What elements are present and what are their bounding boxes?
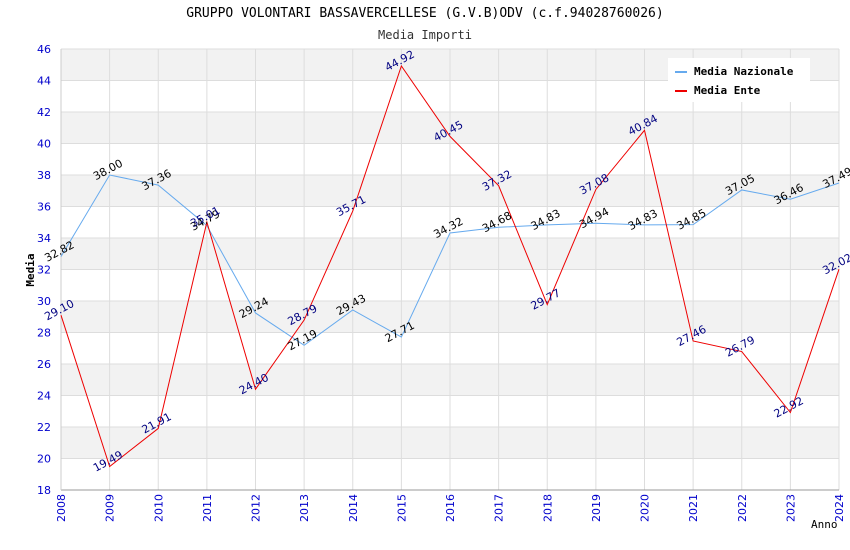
y-tick-label: 20 bbox=[37, 453, 51, 466]
x-tick-label: 2013 bbox=[298, 494, 311, 522]
x-tick-label: 2010 bbox=[152, 494, 165, 522]
series-line-nazionale bbox=[60, 174, 840, 346]
y-tick-label: 22 bbox=[37, 421, 51, 434]
x-tick-label: 2023 bbox=[784, 494, 797, 522]
y-tick-label: 30 bbox=[37, 295, 51, 308]
x-tick-label: 2019 bbox=[590, 494, 603, 522]
x-tick-label: 2020 bbox=[639, 494, 652, 522]
x-tick-label: 2008 bbox=[55, 494, 68, 522]
y-tick-label: 40 bbox=[37, 138, 51, 151]
x-tick-label: 2012 bbox=[250, 494, 263, 522]
series-line-ente bbox=[60, 64, 840, 468]
x-tick-label: 2016 bbox=[444, 494, 457, 522]
x-tick-label: 2021 bbox=[687, 494, 700, 522]
x-tick-label: 2011 bbox=[201, 494, 214, 522]
legend: Media Nazionale Media Ente bbox=[668, 58, 810, 102]
y-tick-label: 28 bbox=[37, 327, 51, 340]
x-tick-label: 2015 bbox=[395, 494, 408, 522]
y-tick-label: 36 bbox=[37, 201, 51, 214]
x-axis-label: Anno bbox=[811, 518, 838, 531]
legend-label-ente: Media Ente bbox=[694, 84, 761, 97]
x-tick-label: 2017 bbox=[493, 494, 506, 522]
x-tick-label: 2024 bbox=[833, 494, 846, 522]
y-tick-label: 46 bbox=[37, 43, 51, 56]
x-tick-label: 2018 bbox=[541, 494, 554, 522]
x-tick-label: 2022 bbox=[736, 494, 749, 522]
x-tick-label: 2009 bbox=[104, 494, 117, 522]
y-tick-label: 18 bbox=[37, 484, 51, 497]
y-tick-label: 42 bbox=[37, 106, 51, 119]
x-tick-label: 2014 bbox=[347, 494, 360, 522]
y-tick-label: 34 bbox=[37, 232, 51, 245]
y-tick-label: 26 bbox=[37, 358, 51, 371]
y-axis-label: Media bbox=[24, 253, 37, 286]
y-tick-label: 38 bbox=[37, 169, 51, 182]
y-tick-label: 32 bbox=[37, 264, 51, 277]
chart-subtitle: Media Importi bbox=[378, 28, 472, 42]
legend-label-nazionale: Media Nazionale bbox=[694, 65, 794, 78]
y-tick-label: 24 bbox=[37, 390, 51, 403]
chart-title: GRUPPO VOLONTARI BASSAVERCELLESE (G.V.B)… bbox=[186, 6, 664, 21]
y-tick-label: 44 bbox=[37, 75, 51, 88]
